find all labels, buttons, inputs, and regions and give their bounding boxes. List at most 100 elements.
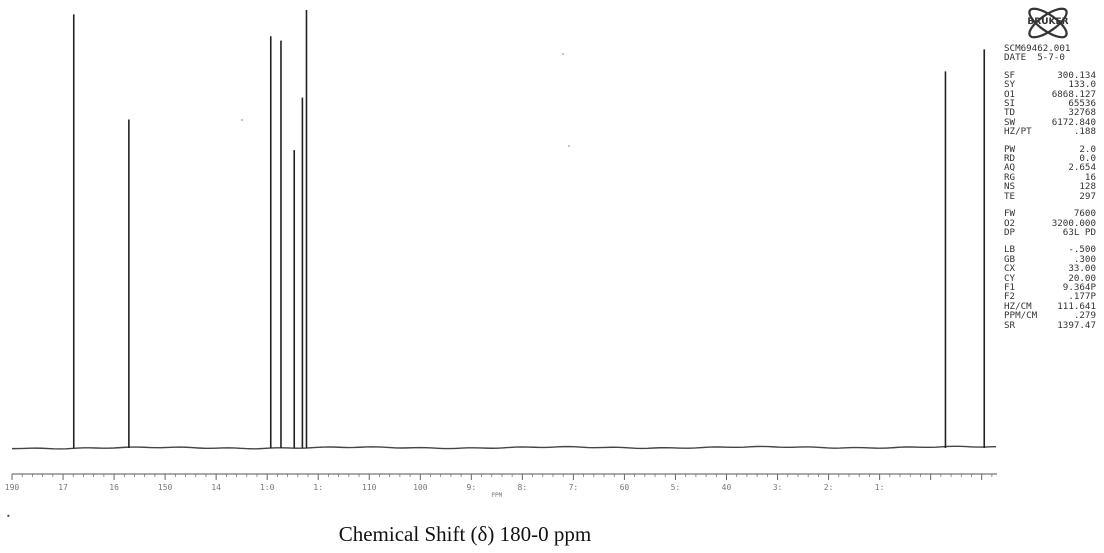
parameter-key: F2 [1004,291,1016,303]
acquisition-date: DATE 5-7-0 [1004,52,1065,64]
parameter-key: CY [1004,272,1016,284]
parameter-row: SF 300.134 [1004,69,1100,81]
parameter-value: .279 [1073,310,1096,322]
bruker-logo-icon [1028,7,1068,39]
parameter-row: GB .300 [1004,253,1100,265]
parameter-group: PW 2.0 RD 0.0 AQ 2.654 RG 16 NS 128 TE 297 [1004,143,1100,202]
parameter-key: TE [1004,190,1016,202]
parameter-row: FW 7600 [1004,208,1100,220]
x-tick-label: 1: [313,483,323,492]
x-tick-label: 7: [569,483,579,492]
parameter-group: SF 300.134 SY 133.0 O1 6868.127 SI 65536 TD 32768… [1004,69,1100,138]
x-tick-label: 5: [671,483,681,492]
parameter-row: RD 0.0 [1004,153,1100,165]
parameter-row: AQ 2.654 [1004,162,1100,174]
parameter-row: PPM/CM .279 [1004,310,1100,322]
parameter-key: O2 [1004,217,1016,229]
parameter-key: HZ/CM [1004,300,1032,312]
parameter-groups: SF 300.134 SY 133.0 O1 6868.127 SI 65536 TD 32768… [1004,69,1100,330]
parameter-group: FW 7600 O2 3200.000 DP 63L PD [1004,208,1100,238]
parameter-row: F2 .177P [1004,291,1100,303]
parameter-value: 3200.000 [1051,217,1096,229]
parameter-value: 6868.127 [1051,88,1096,100]
parameter-value: .300 [1073,253,1096,265]
spectrum-baseline-group [11,445,997,450]
x-tick-label: 150 [158,483,173,492]
parameter-row: SW 6172.840 [1004,116,1100,128]
bruker-logo: BRUKER [1018,2,1078,44]
x-tick-label: 60 [620,483,630,492]
nmr-spectrum-plot: 190 17 16 150 14 1:0 1: 110 100 9: 8: 7: 60 5: 40 3: 2: 1… [5,10,997,499]
parameter-key: SY [1004,79,1016,91]
parameter-value: 300.134 [1057,69,1096,81]
parameter-value: .177P [1068,291,1096,303]
parameter-value: 9.364P [1062,281,1096,293]
parameter-key: PW [1004,143,1016,155]
parameter-row: TD 32768 [1004,107,1100,119]
x-tick-label: 1: [875,483,885,492]
x-tick-label: 3: [773,483,783,492]
parameter-key: RG [1004,171,1016,183]
parameter-key: SW [1004,116,1016,128]
x-tick-label: 1:0 [260,483,275,492]
parameter-key: FW [1004,208,1016,220]
parameter-value: 32768 [1068,107,1096,119]
parameter-group: LB -.500 GB .300 CX 33.00 CY 20.00 F1 9.364P F2 .17… [1004,245,1100,330]
parameter-value: 297 [1079,190,1096,202]
parameter-value: 128 [1079,181,1096,193]
parameter-row: O2 3200.000 [1004,217,1100,229]
parameter-key: RD [1004,153,1016,165]
x-tick-label: 8: [518,483,528,492]
x-tick-label: 9: [467,483,477,492]
parameter-row: CY 20.00 [1004,272,1100,284]
parameter-key: TD [1004,107,1016,119]
parameter-key: DP [1004,226,1016,238]
parameter-value: 111.641 [1057,300,1096,312]
parameter-value: 65536 [1068,98,1096,110]
parameter-value: 7600 [1073,208,1096,220]
x-tick-label: 40 [722,483,732,492]
file-name: SCM69462.001 [1004,43,1071,54]
parameter-row: RG 16 [1004,171,1100,183]
bruker-logo-text: BRUKER [1027,17,1069,27]
parameter-key: GB [1004,253,1016,265]
parameter-value: 2.0 [1079,143,1096,155]
parameter-key: HZ/PT [1004,126,1032,138]
parameter-key: SR [1004,319,1016,331]
parameter-value: 1397.47 [1057,319,1096,331]
acquisition-parameters-panel: BRUKER SCM69462.001 DATE 5-7-0 SF 300.134… [1004,0,1100,400]
parameter-key: SI [1004,98,1016,110]
stray-bullet: • [6,512,11,521]
parameter-key: AQ [1004,162,1016,174]
parameter-value: 20.00 [1068,272,1096,284]
spectrum-baseline [11,445,997,450]
parameter-row: NS 128 [1004,181,1100,193]
parameter-value: 33.00 [1068,263,1096,275]
parameter-key: NS [1004,181,1016,193]
parameter-row: O1 6868.127 [1004,88,1100,100]
x-tick-label: 17 [58,483,68,492]
parameter-key: O1 [1004,88,1016,100]
parameter-row: F1 9.364P [1004,281,1100,293]
scan-speck [241,119,243,121]
scan-speck [568,145,570,147]
parameter-value: 63L PD [1062,226,1096,238]
parameter-row: DP 63L PD [1004,226,1100,238]
x-tick-label: 14 [211,483,221,492]
parameter-value: 2.654 [1068,162,1096,174]
x-axis-label: Chemical Shift (δ) 180-0 ppm [338,522,592,546]
x-tick-label: 190 [5,483,20,492]
parameter-row: SY 133.0 [1004,79,1100,91]
scan-specks-group [241,53,570,147]
parameter-row: CX 33.00 [1004,263,1100,275]
parameter-key: SF [1004,69,1016,81]
parameter-row: LB -.500 [1004,244,1100,256]
x-tick-label: 2: [824,483,834,492]
parameter-value: -.500 [1068,244,1096,256]
parameter-value: 0.0 [1079,153,1096,165]
scan-speck [562,53,564,55]
x-axis-group: 190 17 16 150 14 1:0 1: 110 100 9: 8: 7: 60 5: 40 3: 2: 1… [5,473,997,499]
parameter-value: 6172.840 [1051,116,1096,128]
parameter-key: PPM/CM [1004,310,1038,322]
parameter-value: 16 [1084,171,1096,183]
